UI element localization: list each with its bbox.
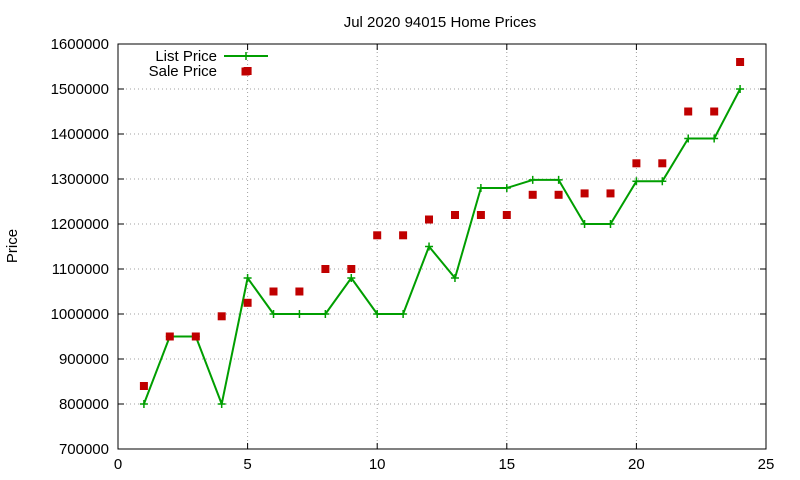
list-price-point [476, 184, 485, 192]
legend-marker-sale-price [241, 67, 250, 76]
x-tick-label: 5 [243, 456, 251, 473]
list-price-point [269, 310, 278, 318]
grid [118, 44, 766, 449]
sale-price-point [399, 231, 408, 240]
sale-price-point [554, 190, 563, 199]
chart-title: Jul 2020 94015 Home Prices [344, 14, 537, 31]
sale-price-point [165, 332, 174, 341]
list-price-point [736, 85, 745, 93]
sale-price-point [373, 231, 382, 240]
list-price-point [658, 177, 667, 186]
y-tick-label: 1300000 [51, 171, 109, 188]
x-tick-label: 25 [758, 456, 775, 473]
sale-price-point [139, 382, 148, 390]
sale-price-point [321, 265, 330, 273]
list-price-point [295, 310, 304, 318]
x-tick-label: 10 [369, 456, 386, 473]
list-price-point [450, 274, 459, 282]
sale-price-point [476, 211, 485, 219]
list-price-point [217, 400, 226, 408]
y-tick-label: 1000000 [51, 306, 109, 323]
list-price-point [502, 184, 511, 192]
list-price-point [399, 310, 408, 318]
sale-price-point [269, 287, 278, 296]
sale-price-point [243, 298, 252, 307]
list-price-point [243, 274, 252, 282]
sale-price-point [658, 159, 667, 168]
sale-price-point [710, 107, 719, 116]
list-price-point [425, 242, 434, 251]
list-price-line [142, 88, 741, 405]
sale-price-point [451, 211, 459, 219]
list-price-point [554, 175, 563, 184]
list-price-point [321, 310, 330, 318]
x-tick-label: 20 [628, 456, 645, 473]
list-price-point [684, 134, 693, 143]
series [139, 58, 745, 408]
y-tick-label: 1500000 [51, 81, 109, 98]
list-price-point [139, 400, 148, 408]
list-price-point [710, 134, 719, 143]
list-price-point [580, 220, 589, 228]
y-tick-label: 1600000 [51, 36, 109, 53]
y-tick-label: 1200000 [51, 216, 109, 233]
list-price-point [373, 310, 382, 318]
y-tick-label: 1400000 [51, 126, 109, 143]
axis-ticks: 0 5 10 15 20 25 700000 800000 900000 1000000 11000… [51, 36, 775, 473]
y-tick-label: 900000 [59, 351, 109, 368]
sale-price-point [347, 265, 356, 273]
y-tick-label: 700000 [59, 441, 109, 458]
sale-price-point [632, 159, 641, 168]
y-tick-label: 1100000 [52, 261, 109, 278]
list-price-point [606, 220, 615, 228]
legend: List Price Sale Price [149, 48, 268, 80]
y-tick-label: 800000 [59, 396, 109, 413]
x-tick-label: 15 [498, 456, 515, 473]
list-price-point [347, 274, 356, 282]
sale-price-point [425, 215, 433, 224]
sale-price-point [684, 107, 693, 116]
sale-price-point [736, 58, 745, 66]
list-price-point [528, 175, 537, 184]
sale-price-point [295, 287, 304, 296]
sale-price-point [502, 211, 511, 219]
legend-label-list-price: List Price [155, 48, 217, 65]
legend-marker-list-price [242, 52, 250, 60]
y-axis-label: Price [4, 229, 21, 263]
sale-price-point [191, 332, 200, 341]
sale-price-point [606, 189, 615, 198]
sale-price-point [217, 312, 226, 321]
x-tick-label: 0 [114, 456, 122, 473]
plot-frame [117, 43, 767, 450]
sale-price-point [580, 189, 589, 198]
list-price-point [632, 177, 641, 186]
legend-label-sale-price: Sale Price [149, 63, 217, 80]
sale-price-point [528, 190, 537, 199]
